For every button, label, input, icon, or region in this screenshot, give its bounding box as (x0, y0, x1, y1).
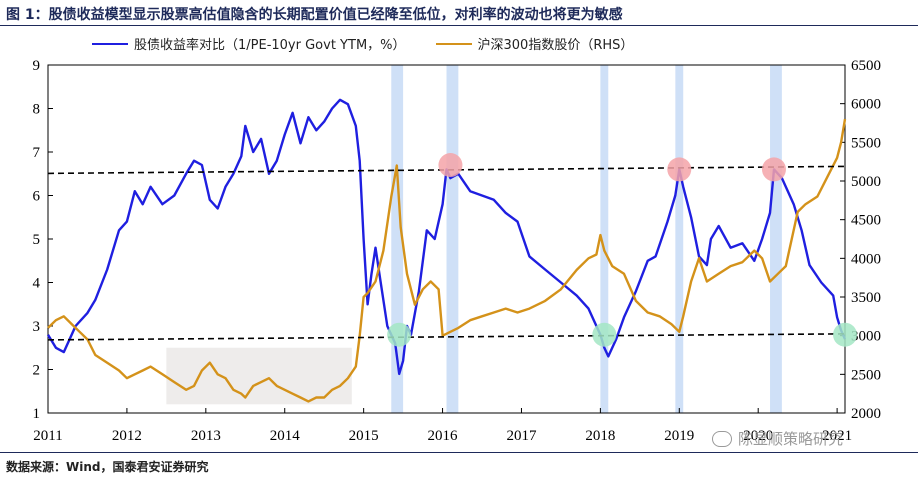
watermark-text: 陈显顺策略研究 (738, 430, 844, 448)
legend-swatch-gold (435, 42, 472, 45)
highlight-band-2 (600, 65, 609, 413)
y-left-tick-label-8: 9 (33, 58, 41, 74)
y-right-tick-label-1: 2500 (851, 367, 881, 383)
highlight-band-4 (770, 65, 782, 413)
red-marker-2 (761, 157, 786, 182)
lower-dashed-line (47, 333, 846, 341)
y-right-tick-label-5: 4500 (851, 213, 881, 229)
shaded-region (166, 347, 352, 405)
upper-dashed-line (47, 165, 846, 175)
legend: 股债收益率对比（1/PE-10yr Govt YTM，%） 沪深300指数股价（… (92, 34, 663, 53)
x-tick-label-1: 2012 (112, 428, 142, 444)
green-marker-2 (833, 322, 857, 347)
y-right-tick-label-9: 6500 (851, 58, 881, 74)
series-line-1 (47, 118, 847, 403)
legend-label-blue: 股债收益率对比（1/PE-10yr Govt YTM，%） (134, 38, 406, 53)
red-marker-0 (438, 153, 463, 178)
wechat-icon (712, 430, 732, 447)
y-left-tick-label-1: 2 (33, 363, 41, 379)
y-left-tick-label-6: 7 (33, 145, 41, 161)
x-tick-label-0: 2011 (33, 428, 62, 444)
watermark: 陈显顺策略研究 (712, 428, 843, 449)
footer-rule (0, 452, 918, 453)
x-tick-label-5: 2016 (428, 428, 459, 444)
title-rule (0, 25, 918, 26)
legend-swatch-blue (92, 42, 128, 45)
x-tick-label-4: 2015 (349, 428, 379, 444)
x-tick-label-6: 2017 (506, 428, 537, 444)
x-tick-label-3: 2014 (270, 428, 301, 444)
highlight-band-1 (446, 65, 459, 413)
x-tick-label-9: 2020 (743, 428, 773, 444)
y-left-tick-label-2: 3 (33, 319, 41, 335)
y-right-tick-label-0: 2000 (851, 406, 881, 422)
x-tick-label-7: 2018 (585, 428, 615, 444)
y-left-tick-label-0: 1 (33, 406, 41, 422)
y-left-tick-label-3: 4 (33, 276, 41, 292)
legend-item-blue: 股债收益率对比（1/PE-10yr Govt YTM，%） (92, 34, 406, 53)
y-right-tick-label-8: 6000 (851, 97, 881, 113)
y-right-tick-label-3: 3500 (851, 290, 881, 306)
source-note: 数据来源：Wind，国泰君安证券研究 (6, 460, 209, 474)
legend-label-gold: 沪深300指数股价（RHS） (477, 38, 634, 53)
legend-item-gold: 沪深300指数股价（RHS） (435, 34, 634, 53)
series-line-0 (46, 98, 847, 376)
red-marker-1 (667, 157, 692, 182)
highlight-band-0 (391, 65, 404, 413)
chart-title: 图 1：股债收益模型显示股票高估值隐含的长期配置价值已经降至低位，对利率的波动也… (6, 7, 623, 23)
chart-svg: 1 2 3 4 5 6 7 8 9 2000 2500 3000 3500 4000 4500 5000 550… (33, 58, 882, 444)
y-right-tick-label-6: 5000 (851, 174, 881, 190)
y-right-tick-label-7: 5500 (851, 135, 881, 151)
x-tick-label-10: 2021 (822, 428, 852, 444)
x-tick-label-8: 2019 (664, 428, 694, 444)
green-marker-0 (387, 322, 412, 347)
y-left-tick-label-5: 6 (33, 189, 41, 205)
y-left-tick-label-4: 5 (33, 232, 41, 248)
highlight-band-3 (675, 65, 684, 413)
green-marker-1 (592, 322, 617, 347)
y-right-tick-label-2: 3000 (851, 329, 881, 345)
y-right-tick-label-4: 4000 (851, 251, 881, 267)
y-left-tick-label-7: 8 (33, 102, 41, 118)
x-tick-label-2: 2013 (191, 428, 221, 444)
